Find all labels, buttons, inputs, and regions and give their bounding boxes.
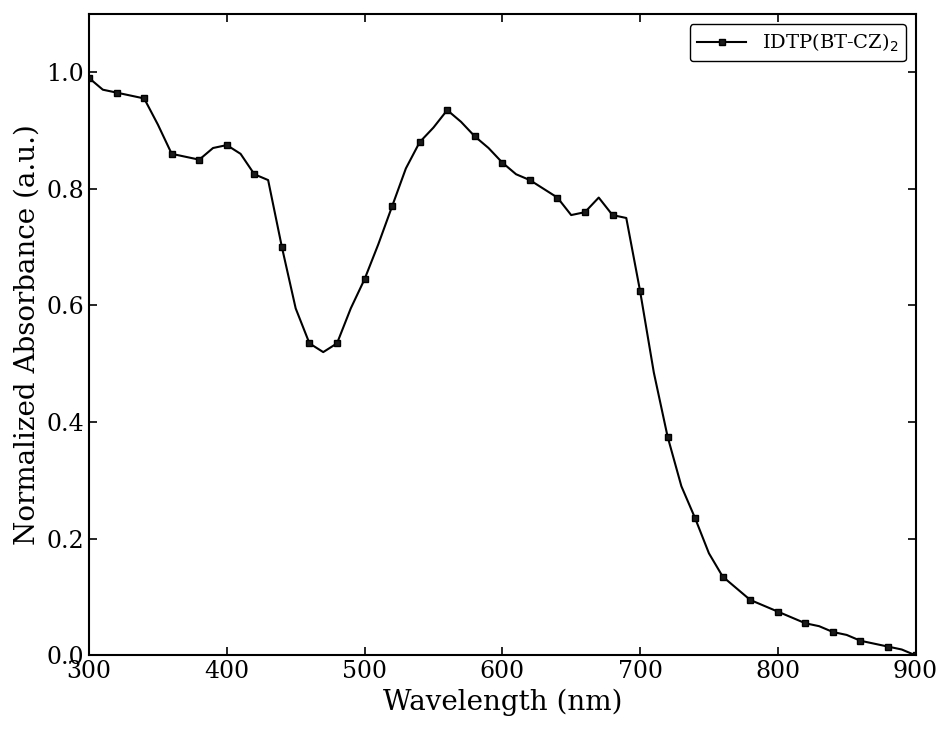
IDTP(BT-CZ)$_2$ [84,74,95,82]
Legend: IDTP(BT-CZ)$_2$: IDTP(BT-CZ)$_2$ [689,23,905,61]
IDTP(BT-CZ)$_2$ [910,651,922,660]
IDTP(BT-CZ)$_2$ [579,208,590,217]
X-axis label: Wavelength (nm): Wavelength (nm) [383,688,622,716]
IDTP(BT-CZ)$_2$ [372,240,384,249]
IDTP(BT-CZ)$_2$ [276,243,288,252]
IDTP(BT-CZ)$_2$ [525,176,536,185]
Y-axis label: Normalized Absorbance (a.u.): Normalized Absorbance (a.u.) [14,124,41,545]
IDTP(BT-CZ)$_2$ [248,170,260,179]
IDTP(BT-CZ)$_2$ [800,619,811,628]
Line: IDTP(BT-CZ)$_2$: IDTP(BT-CZ)$_2$ [86,74,919,658]
